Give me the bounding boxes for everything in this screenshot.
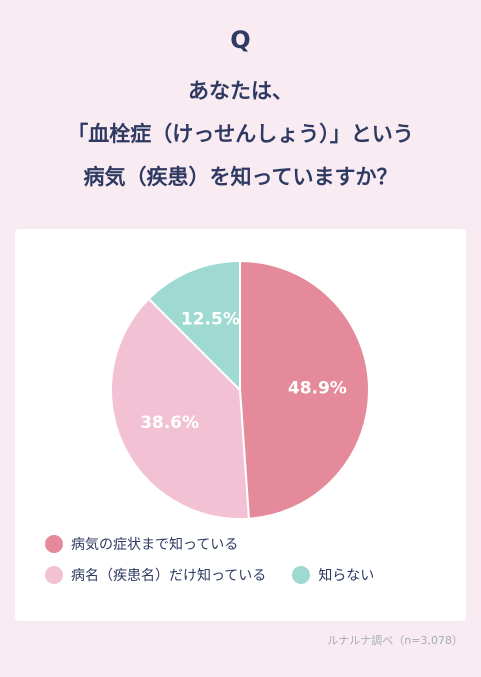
legend-swatch-know-symptoms [45, 535, 63, 553]
slice-label-know-name: 38.6% [140, 413, 199, 433]
slice-label-know-symptoms: 48.9% [288, 378, 347, 398]
legend-swatch-know-name [45, 566, 63, 584]
question-text: あなたは、 「血栓症（けっせんしょう）」という 病気（疾患）を知っていますか？ [0, 70, 481, 199]
legend-label-dont-know: 知らない [318, 568, 375, 584]
slice-label-dont-know: 12.5% [181, 309, 240, 329]
legend: 病気の症状まで知っている 病名（疾患名）だけ知っている 知らない [45, 534, 465, 596]
legend-label-know-symptoms: 病気の症状まで知っている [71, 537, 239, 553]
question-line-1: あなたは、 [188, 79, 293, 103]
slice-know-symptoms [239, 259, 370, 520]
question-line-3: 病気（疾患）を知っていますか？ [83, 165, 398, 189]
legend-item-know-symptoms: 病気の症状まで知っている [45, 534, 238, 554]
slice-know-name [110, 297, 250, 520]
chart-card: 48.9% 38.6% 12.5% 病気の症状まで知っている 病名（疾患名）だけ知っ… [15, 229, 466, 621]
legend-item-dont-know: 知らない [292, 565, 374, 585]
slice-dont-know [147, 259, 241, 393]
q-letter: Q [230, 26, 251, 54]
legend-item-know-name: 病名（疾患名）だけ知っている [45, 565, 266, 585]
question-line-2: 「血栓症（けっせんしょう）」という [67, 122, 414, 146]
source-note: ルナルナ調べ（n=3,078） [327, 634, 463, 647]
pie-chart: 48.9% 38.6% 12.5% [110, 259, 370, 520]
legend-swatch-dont-know [292, 566, 311, 584]
legend-label-know-name: 病名（疾患名）だけ知っている [71, 568, 267, 584]
